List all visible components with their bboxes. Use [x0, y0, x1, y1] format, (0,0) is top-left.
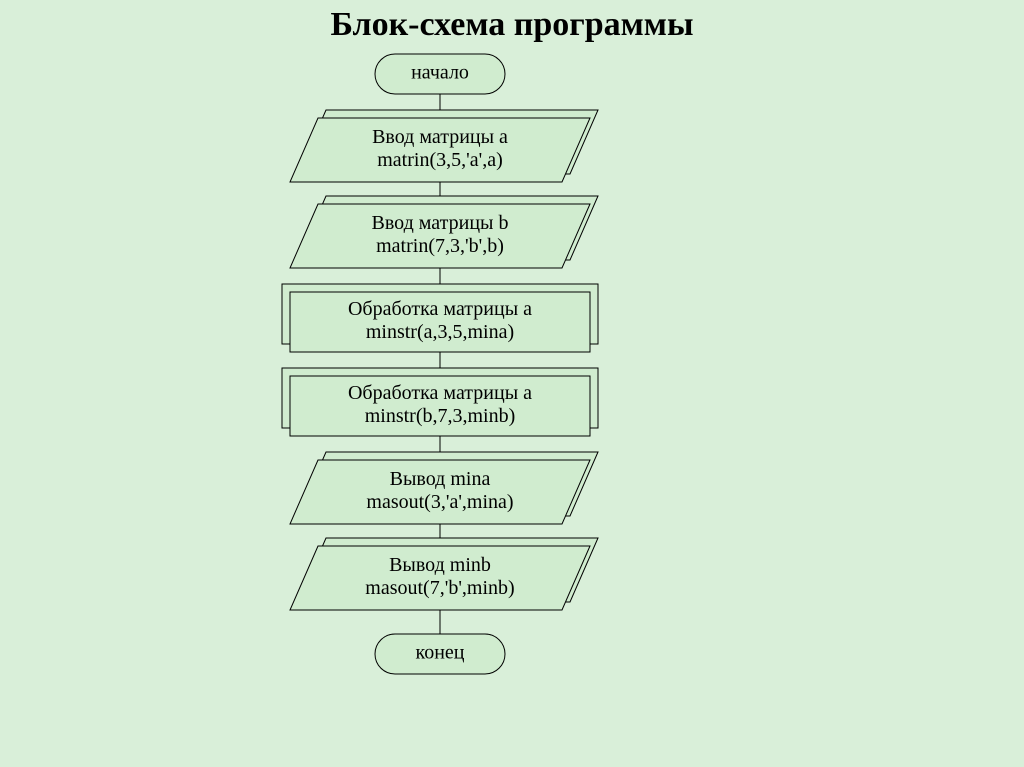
node-text-proc_b-0: Обработка матрицы a	[348, 382, 532, 404]
node-text-in_b-0: Ввод матрицы b	[372, 212, 509, 234]
node-text-out_a-1: masout(3,'a',mina)	[366, 491, 513, 513]
node-text-in_b-1: matrin(7,3,'b',b)	[376, 235, 504, 257]
flowchart: начало Ввод матрицы amatrin(3,5,'a',a) Вво…	[0, 44, 1024, 764]
node-text-end-0: конец	[416, 642, 465, 664]
node-text-out_b-1: masout(7,'b',minb)	[365, 577, 514, 599]
node-text-proc_a-1: minstr(a,3,5,mina)	[366, 321, 514, 343]
page-title: Блок-схема программы	[0, 0, 1024, 44]
node-text-in_a-0: Ввод матрицы a	[372, 126, 508, 148]
node-text-out_a-0: Вывод mina	[390, 468, 491, 490]
node-text-proc_b-1: minstr(b,7,3,minb)	[365, 405, 516, 427]
node-text-proc_a-0: Обработка матрицы a	[348, 298, 532, 320]
node-text-out_b-0: Вывод minb	[389, 554, 491, 576]
node-text-in_a-1: matrin(3,5,'a',a)	[377, 149, 503, 171]
node-text-start-0: начало	[411, 62, 469, 84]
